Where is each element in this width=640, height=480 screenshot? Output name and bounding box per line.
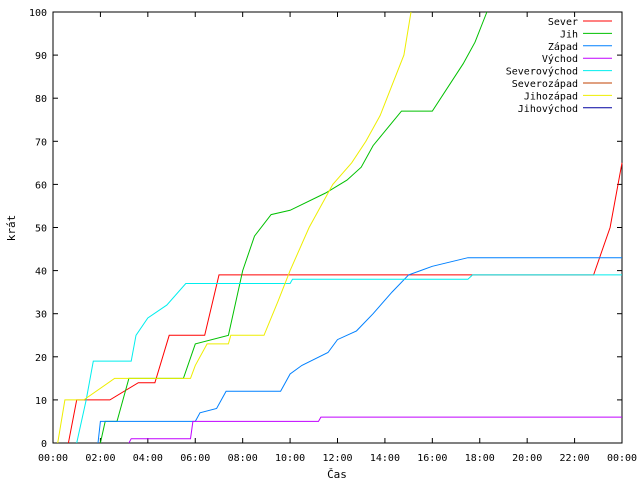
y-tick-label: 50	[35, 224, 47, 235]
legend-item: Jihozápad	[524, 90, 612, 102]
x-tick-label: 04:00	[133, 453, 163, 464]
y-axis-label: krát	[5, 215, 18, 242]
x-tick-label: 18:00	[465, 453, 495, 464]
y-tick-label: 40	[35, 267, 47, 278]
legend-item: Sever	[548, 17, 612, 28]
legend-item: Jih	[560, 29, 612, 40]
x-tick-label: 08:00	[228, 453, 258, 464]
legend: SeverJihZápadVýchodSeverovýchodSeverozáp…	[506, 17, 612, 115]
series-line-2	[97, 257, 622, 444]
y-tick-label: 60	[35, 180, 47, 191]
y-tick-label: 10	[35, 396, 47, 407]
x-tick-label: 00:00	[38, 453, 68, 464]
x-axis: 00:00 02:00 04:00 06:00 08:00 10:00 12:00 14:00…	[38, 12, 637, 464]
x-tick-label: 22:00	[560, 453, 590, 464]
x-tick-label: 06:00	[180, 453, 210, 464]
y-tick-label: 70	[35, 137, 47, 148]
x-axis-label: Čas	[327, 468, 347, 480]
legend-label: Jih	[560, 29, 578, 40]
x-tick-label: 10:00	[275, 453, 305, 464]
x-tick-label: 20:00	[512, 453, 542, 464]
y-tick-label: 0	[41, 439, 47, 450]
legend-label: Severovýchod	[506, 66, 578, 78]
legend-label: Východ	[542, 53, 578, 65]
legend-item: Severovýchod	[506, 66, 612, 78]
legend-label: Západ	[548, 41, 578, 53]
y-tick-label: 100	[29, 8, 47, 19]
legend-label: Sever	[548, 17, 578, 28]
y-tick-label: 20	[35, 353, 47, 364]
x-tick-label: 02:00	[85, 453, 115, 464]
x-tick-label: 00:00	[607, 453, 637, 464]
legend-item: Severozápad	[512, 78, 612, 90]
series-line-4	[76, 274, 622, 444]
series-line-3	[128, 416, 622, 444]
x-tick-label: 14:00	[370, 453, 400, 464]
legend-item: Jihovýchod	[518, 103, 612, 115]
series-line-0	[67, 162, 623, 444]
legend-label: Severozápad	[512, 78, 578, 90]
legend-item: Západ	[548, 41, 612, 53]
x-tick-label: 16:00	[417, 453, 447, 464]
x-tick-label: 12:00	[322, 453, 352, 464]
y-tick-label: 90	[35, 51, 47, 62]
legend-label: Jihozápad	[524, 90, 578, 102]
legend-item: Východ	[542, 53, 612, 65]
series-line-6	[57, 11, 412, 444]
series-lines	[57, 11, 623, 444]
y-tick-label: 80	[35, 94, 47, 105]
legend-label: Jihovýchod	[518, 103, 578, 115]
y-axis: 0 10 20 30 40 50 60 70 80 90 100	[29, 8, 622, 450]
y-tick-label: 30	[35, 310, 47, 321]
